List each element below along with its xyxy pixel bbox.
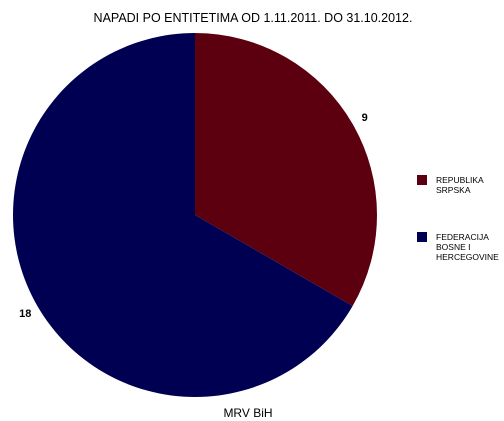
chart-title: NAPADI PO ENTITETIMA OD 1.11.2011. DO 31… <box>94 11 413 25</box>
legend-label-federacija-bosne-i-hercegovine: FEDERACIJA BOSNE I HERCEGOVINE <box>436 232 499 262</box>
legend-swatch-republika-srpska <box>417 175 427 185</box>
legend-swatch-federacija-bosne-i-hercegovine <box>417 232 427 242</box>
data-label-federacija-bosne-i-hercegovine: 18 <box>19 308 31 320</box>
data-label-republika-srpska: 9 <box>362 112 368 124</box>
legend-label-republika-srpska: REPUBLIKA SRPSKA <box>436 175 484 195</box>
pie-slice-federacija-bosne-i-hercegovine <box>13 33 353 397</box>
data-labels: 9 18 <box>19 112 368 320</box>
pie <box>13 33 378 397</box>
chart-caption: MRV BiH <box>223 406 272 420</box>
pie-slice-republika-srpska <box>195 33 378 306</box>
legend: REPUBLIKA SRPSKA FEDERACIJA BOSNE I HERCEGOV… <box>417 175 499 262</box>
